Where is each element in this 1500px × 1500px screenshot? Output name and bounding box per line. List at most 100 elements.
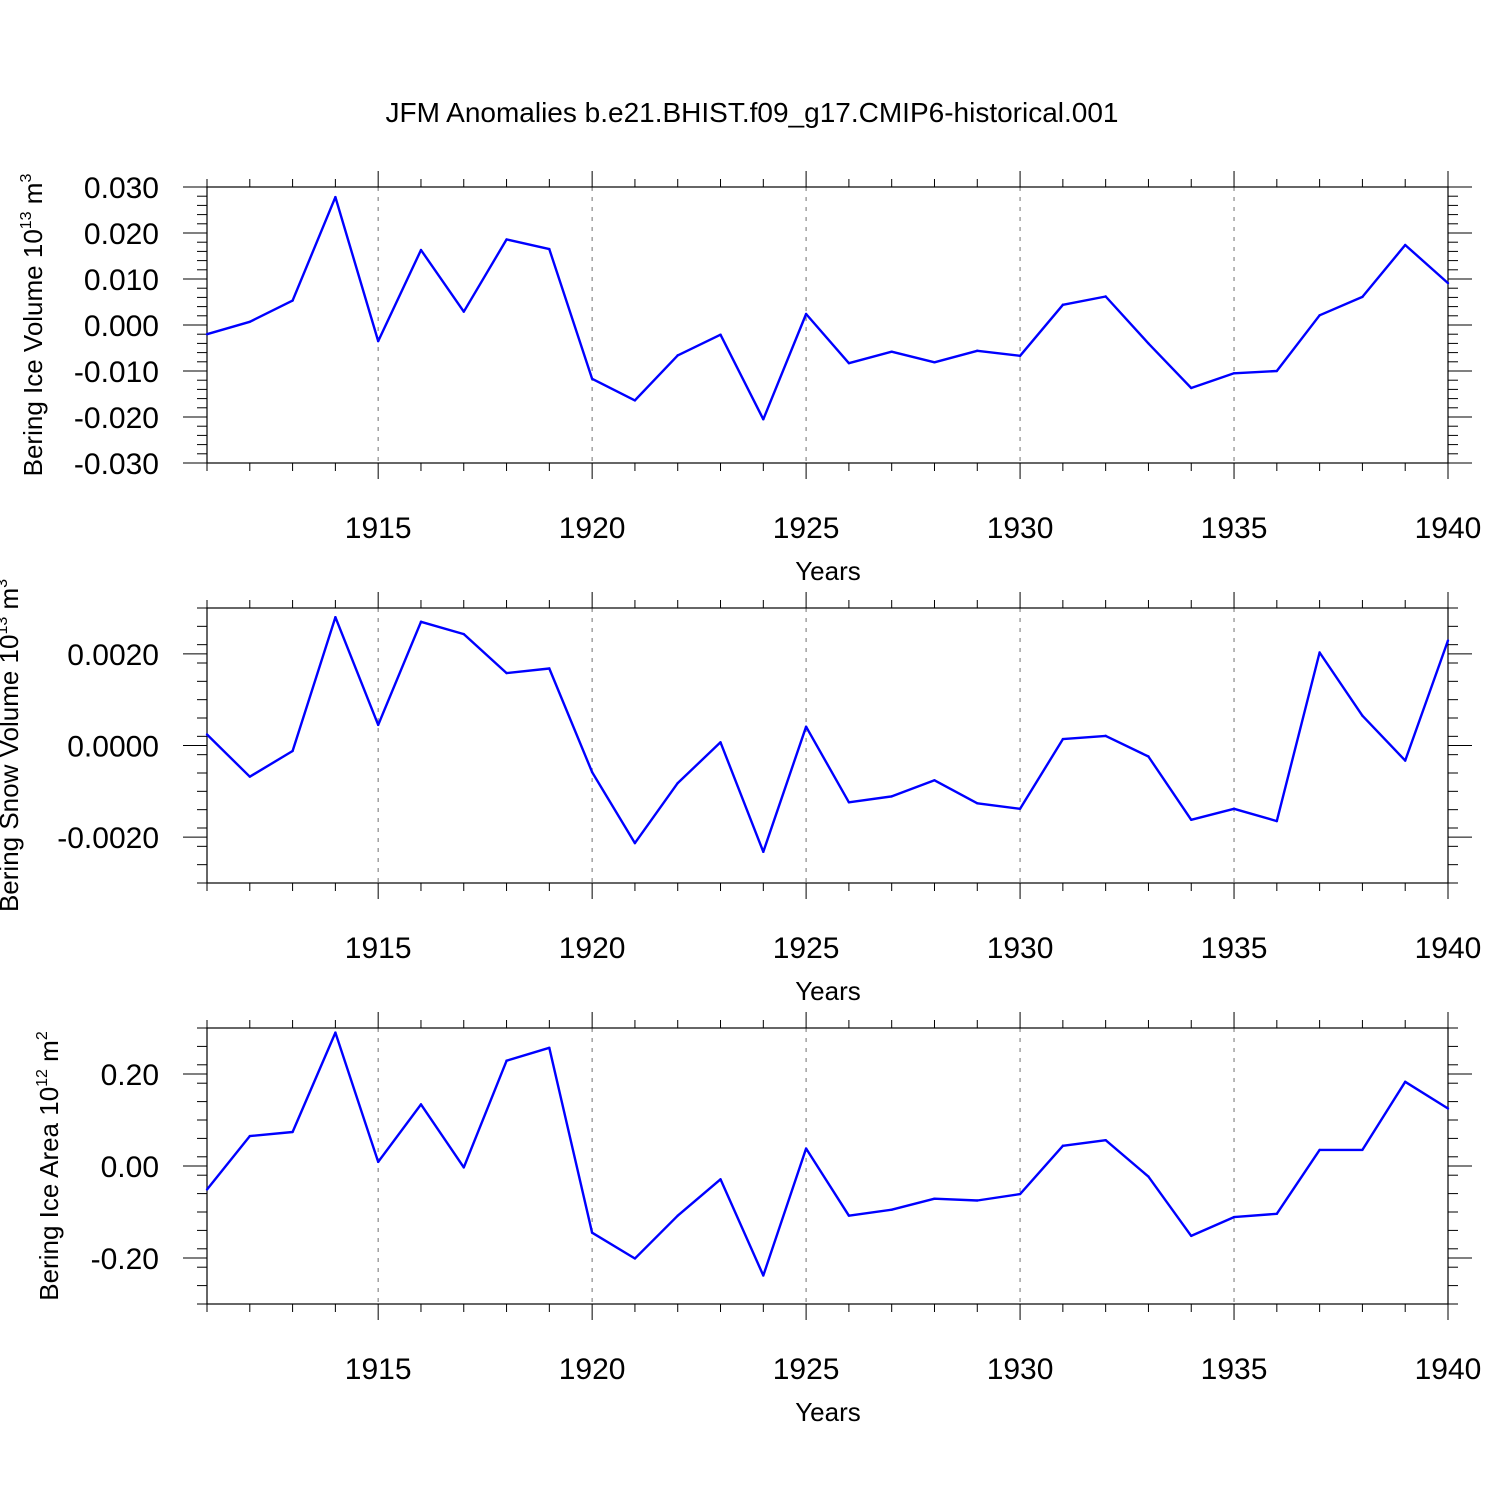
data-point — [847, 801, 851, 804]
data-point — [1361, 714, 1364, 717]
data-point — [804, 1147, 808, 1150]
data-point — [1275, 819, 1279, 823]
data-point — [376, 339, 380, 343]
data-point — [1061, 303, 1065, 306]
data-point — [462, 310, 465, 313]
data-point — [633, 841, 637, 845]
data-point — [1404, 243, 1407, 247]
data-point — [248, 775, 251, 778]
data-point — [205, 733, 209, 736]
data-point — [633, 399, 637, 402]
data-point — [1018, 1192, 1022, 1196]
data-point — [1190, 386, 1193, 390]
x-tick-label: 1940 — [1415, 512, 1482, 545]
x-tick-label: 1935 — [1201, 1353, 1268, 1386]
data-point — [890, 350, 893, 353]
data-point — [890, 1208, 893, 1211]
data-point — [1104, 295, 1107, 298]
x-tick-label: 1930 — [987, 932, 1054, 965]
data-point — [291, 299, 294, 302]
data-point — [1275, 369, 1279, 373]
data-point — [1061, 737, 1065, 741]
y-tick-label: 0.00 — [101, 1151, 159, 1184]
data-point — [505, 671, 508, 675]
data-point — [462, 1166, 465, 1169]
x-axis-label: Years — [795, 1397, 861, 1427]
data-point — [462, 632, 465, 636]
data-point — [1446, 281, 1450, 285]
data-point — [1404, 1080, 1407, 1084]
data-point — [291, 1130, 294, 1134]
y-tick-label: 0.0020 — [67, 639, 159, 672]
data-point — [548, 247, 551, 251]
data-point — [505, 238, 508, 241]
data-point — [334, 1031, 337, 1034]
data-point — [976, 1199, 979, 1202]
x-tick-label: 1920 — [559, 512, 626, 545]
data-point — [762, 1274, 765, 1277]
data-point — [248, 320, 251, 323]
data-point — [719, 741, 722, 744]
chart-panel-1: -0.030 -0.020 -0.010 0.000 0.010 0.020 0.030 19… — [18, 171, 1481, 586]
x-tick-label: 1925 — [773, 932, 840, 965]
y-tick-label: -0.20 — [91, 1243, 159, 1276]
data-point — [1018, 807, 1022, 810]
data-series-line — [206, 616, 1450, 853]
data-point — [676, 1214, 679, 1217]
data-point — [719, 1178, 722, 1181]
x-tick-label: 1940 — [1415, 1353, 1482, 1386]
data-point — [1061, 1144, 1065, 1147]
x-tick-label: 1920 — [559, 932, 626, 965]
y-tick-label: -0.010 — [74, 356, 159, 389]
data-point — [376, 1160, 380, 1164]
y-tick-label: 0.000 — [84, 310, 159, 343]
x-tick-label: 1920 — [559, 1353, 626, 1386]
data-point — [205, 333, 209, 336]
data-point — [933, 361, 936, 364]
data-point — [1147, 755, 1150, 758]
x-tick-label: 1930 — [987, 512, 1054, 545]
data-point — [590, 377, 594, 381]
x-tick-label: 1925 — [773, 512, 840, 545]
data-point — [1318, 1148, 1321, 1152]
y-tick-label: -0.030 — [74, 448, 159, 481]
data-point — [804, 725, 808, 728]
x-tick-label: 1915 — [345, 932, 412, 965]
data-point — [1446, 1107, 1450, 1110]
data-point — [291, 749, 294, 753]
data-point — [976, 349, 979, 352]
data-point — [419, 1103, 423, 1106]
x-tick-label: 1935 — [1201, 932, 1268, 965]
chart-panels: -0.030 -0.020 -0.010 0.000 0.010 0.020 0.030 19… — [0, 171, 1481, 1427]
y-tick-label: -0.0020 — [57, 822, 159, 855]
data-point — [933, 1197, 936, 1200]
data-point — [1446, 639, 1450, 642]
y-tick-label: 0.010 — [84, 264, 159, 297]
data-point — [1232, 372, 1236, 375]
data-point — [419, 620, 423, 623]
data-point — [933, 779, 936, 782]
data-point — [1361, 1148, 1364, 1152]
data-point — [1190, 1234, 1193, 1238]
data-point — [1275, 1212, 1279, 1216]
data-point — [676, 781, 679, 785]
data-point — [1104, 1139, 1107, 1142]
plot-frame — [206, 186, 1449, 464]
figure-title: JFM Anomalies b.e21.BHIST.f09_g17.CMIP6-… — [385, 97, 1118, 128]
data-point — [1232, 1215, 1236, 1219]
plot-frame — [206, 1027, 1449, 1305]
x-axis-label: Years — [795, 976, 861, 1006]
x-tick-label: 1930 — [987, 1353, 1054, 1386]
data-point — [1318, 314, 1321, 317]
y-tick-label: 0.0000 — [67, 731, 159, 764]
data-point — [847, 361, 851, 365]
data-point — [847, 1214, 851, 1217]
data-point — [248, 1134, 251, 1138]
data-series-line — [206, 1031, 1449, 1277]
data-point — [804, 312, 808, 316]
y-tick-label: 0.030 — [84, 172, 159, 205]
chart-panel-3: -0.20 0.00 0.20 1915 1920 1925 1930 1935 1940 Yea… — [34, 1012, 1481, 1427]
y-axis-label: Bering Snow Volume 1013 m3 — [0, 579, 24, 912]
chart-panel-2: -0.0020 0.0000 0.0020 1915 1920 1925 1930 1935 1… — [0, 579, 1481, 1006]
